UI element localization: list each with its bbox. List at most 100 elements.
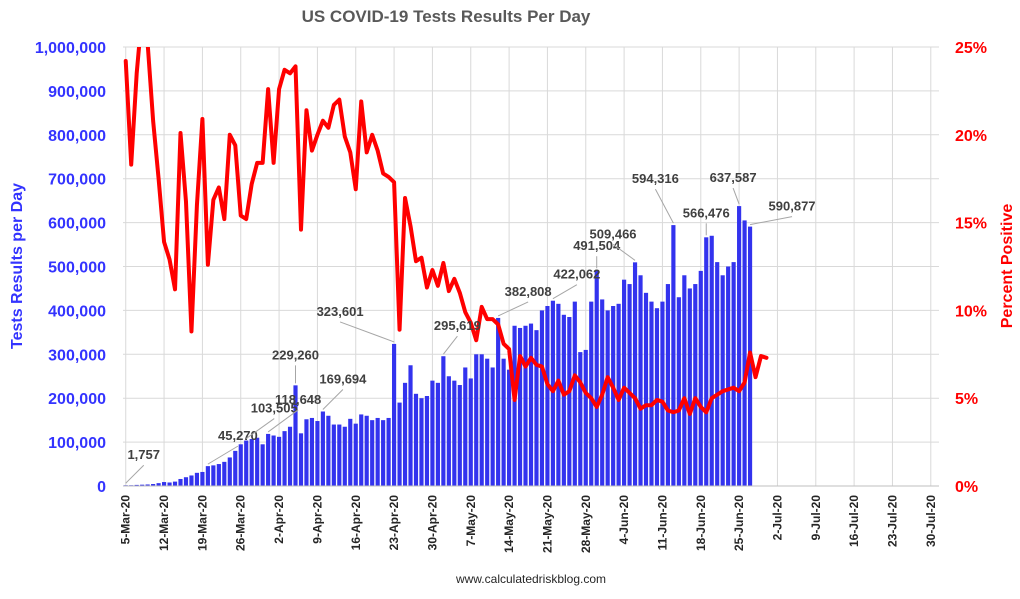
bar <box>457 385 462 486</box>
x-tick-label: 11-Jun-20 <box>655 495 669 551</box>
data-label: 295,619 <box>434 318 481 333</box>
bar <box>550 300 555 486</box>
leader-line <box>125 464 145 484</box>
bar <box>178 478 183 486</box>
bar <box>654 308 660 486</box>
leader-line <box>552 284 578 300</box>
bar <box>720 275 725 486</box>
bar <box>485 358 490 486</box>
bar <box>496 317 501 486</box>
data-label: 382,808 <box>505 284 552 299</box>
bar <box>622 279 627 486</box>
bar <box>567 316 572 487</box>
leader-line <box>339 321 395 343</box>
bar <box>545 306 550 486</box>
bar <box>233 450 238 486</box>
bar <box>539 310 545 486</box>
bar <box>255 437 260 486</box>
bar <box>331 424 336 486</box>
leader-line <box>732 187 740 205</box>
bar <box>145 484 150 486</box>
bar <box>227 457 232 486</box>
data-label: 103,505 <box>251 401 298 416</box>
y-tick-label-right: 25% <box>955 40 987 57</box>
bar <box>682 275 687 486</box>
x-tick-label: 14-May-20 <box>502 495 516 553</box>
leader-line <box>497 301 529 317</box>
bar <box>643 292 649 486</box>
bar <box>386 417 391 486</box>
bar <box>501 358 506 486</box>
bar <box>419 398 424 486</box>
leader-line <box>612 243 636 261</box>
bar <box>534 330 539 486</box>
x-tick-label: 21-May-20 <box>540 495 554 553</box>
bar <box>315 421 320 486</box>
y-tick-label-left: 500,000 <box>48 260 106 277</box>
bar <box>578 352 583 487</box>
y-tick-label-left: 900,000 <box>48 84 106 101</box>
bar <box>375 417 380 486</box>
y-tick-label-right: 5% <box>955 391 978 408</box>
bar <box>479 354 484 486</box>
y-tick-label-left: 300,000 <box>48 347 106 364</box>
source-credit: www.calculatedriskblog.com <box>455 572 606 586</box>
percent-positive-line <box>123 47 769 416</box>
data-label: 323,601 <box>317 304 364 319</box>
bar <box>424 396 430 486</box>
x-tick-label: 4-Jun-20 <box>617 495 631 545</box>
bar <box>156 483 161 486</box>
bar <box>731 262 736 486</box>
bar <box>359 414 364 486</box>
x-tick-label: 26-Mar-20 <box>234 495 248 551</box>
bar <box>704 237 709 486</box>
leader-line <box>654 188 674 224</box>
bar <box>605 310 610 486</box>
chart-title: US COVID-19 Tests Results Per Day <box>302 7 591 26</box>
x-tick-label: 23-Apr-20 <box>387 495 401 551</box>
data-label: 422,062 <box>553 267 600 282</box>
bar <box>490 367 495 486</box>
axes: 0 100,000 200,000 300,000 400,000 500,000 600,… <box>35 40 987 553</box>
leader-line <box>207 445 239 465</box>
bar <box>698 270 703 486</box>
bar <box>528 323 534 486</box>
y-tick-label-right: 0% <box>955 479 978 496</box>
x-tick-label: 28-May-20 <box>579 495 593 553</box>
x-tick-label: 30-Jul-20 <box>924 495 938 547</box>
y-tick-label-right: 20% <box>955 128 987 145</box>
x-tick-label: 9-Jul-20 <box>809 495 823 541</box>
bar <box>172 481 178 486</box>
bar <box>583 349 588 486</box>
bar <box>665 284 670 486</box>
bar <box>282 431 287 487</box>
y-tick-label-left: 0 <box>97 479 106 496</box>
bar <box>402 382 408 486</box>
bar <box>167 482 172 486</box>
bar <box>463 367 468 486</box>
bar <box>627 284 632 486</box>
bar <box>413 393 419 486</box>
y-axis-label-right: Percent Positive <box>999 204 1016 329</box>
bar <box>266 433 271 486</box>
bar <box>452 380 457 486</box>
bar <box>238 444 243 486</box>
data-label: 637,587 <box>710 170 757 185</box>
x-tick-label: 7-May-20 <box>464 495 478 547</box>
bar <box>161 482 167 486</box>
y-tick-label-left: 1,000,000 <box>35 40 106 57</box>
bar <box>392 343 397 486</box>
bar <box>474 354 479 486</box>
bar <box>244 440 249 486</box>
x-tick-label: 18-Jun-20 <box>694 495 708 551</box>
y-tick-label-right: 15% <box>955 216 987 233</box>
bar <box>183 477 189 486</box>
bar <box>287 426 293 487</box>
bar <box>709 235 714 486</box>
bar <box>430 380 435 486</box>
bar <box>381 420 386 486</box>
x-tick-label: 2-Apr-20 <box>272 495 286 544</box>
y-tick-label-left: 800,000 <box>48 128 106 145</box>
